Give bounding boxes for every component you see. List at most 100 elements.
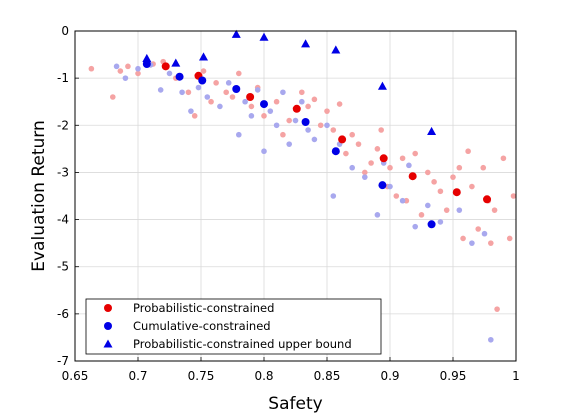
background-point	[378, 127, 384, 133]
background-point	[456, 207, 463, 213]
background-point	[418, 212, 425, 218]
background-point	[437, 219, 444, 225]
upper-bound-point	[231, 29, 241, 38]
y-tick-label: -2	[57, 118, 69, 132]
background-point	[475, 226, 482, 232]
plot-frame	[74, 30, 517, 362]
legend-label-upper-bound: Probabilistic-constrained upper bound	[133, 337, 352, 351]
upper-bound-point	[199, 52, 209, 61]
background-point	[469, 240, 475, 246]
x-tick-label: 0.95	[440, 369, 467, 383]
x-tick-label: 0.7	[128, 369, 147, 383]
legend-marker-upper-bound	[103, 339, 113, 348]
background-point	[236, 131, 242, 138]
legend-box	[85, 298, 382, 355]
background-point	[456, 164, 463, 171]
data-point	[232, 84, 241, 93]
background-point	[443, 207, 450, 213]
x-tick-label: 0.75	[188, 369, 215, 383]
background-point	[166, 70, 173, 77]
data-point	[427, 220, 436, 229]
background-point	[261, 113, 267, 119]
background-point	[280, 131, 286, 138]
background-point	[236, 70, 242, 77]
background-point	[217, 103, 223, 110]
background-point	[488, 240, 494, 246]
y-tick-label: 0	[61, 24, 69, 38]
background-point	[412, 223, 419, 230]
data-point	[483, 195, 492, 204]
upper-bound-point	[142, 53, 152, 62]
background-point	[465, 148, 471, 155]
y-axis-label: Evaluation Return	[29, 120, 49, 272]
background-point	[387, 164, 393, 171]
background-point	[280, 89, 286, 96]
data-point	[198, 76, 207, 85]
upper-bound-point	[377, 81, 387, 90]
y-tick-label: -7	[57, 354, 69, 368]
background-point	[286, 141, 293, 147]
legend-label-cumulative: Cumulative-constrained	[133, 319, 271, 333]
background-point	[299, 89, 305, 96]
upper-bound-point	[259, 32, 269, 41]
background-point	[185, 89, 192, 96]
background-point	[292, 117, 299, 124]
background-point	[355, 141, 362, 147]
x-tick-label: 0.85	[314, 369, 341, 383]
data-point	[292, 104, 301, 113]
background-point	[488, 336, 494, 343]
background-point	[248, 113, 255, 119]
background-point	[135, 70, 141, 77]
data-point	[142, 60, 151, 68]
background-point	[393, 193, 400, 199]
upper-bound-point	[301, 39, 311, 48]
legend: Probabilistic-constrained Cumulative-con…	[85, 298, 382, 355]
background-point	[117, 68, 124, 74]
data-point	[378, 181, 387, 190]
legend-marker-cumulative	[104, 322, 112, 330]
background-point	[510, 193, 517, 199]
background-point	[110, 94, 116, 100]
data-point	[338, 135, 347, 144]
background-point	[506, 235, 513, 242]
background-point	[299, 98, 305, 105]
background-point	[305, 103, 311, 110]
background-point	[343, 150, 349, 157]
background-point	[191, 113, 198, 119]
grid	[75, 31, 516, 361]
background-point	[208, 98, 214, 105]
background-point	[311, 96, 318, 103]
background-point	[412, 150, 419, 157]
background-point	[125, 63, 131, 70]
background-point	[399, 155, 406, 162]
data-point	[260, 100, 268, 109]
data-point	[301, 117, 310, 126]
y-tick-label: -5	[57, 260, 69, 274]
data-point	[246, 93, 255, 101]
background-point	[330, 127, 337, 133]
background-point	[362, 174, 368, 180]
background-point	[425, 202, 431, 209]
background-point	[425, 169, 431, 176]
background-point	[179, 89, 185, 96]
data-point	[379, 154, 388, 163]
data-point	[331, 147, 340, 156]
background-point	[469, 183, 475, 190]
y-tick-label: -4	[57, 213, 69, 227]
background-point	[261, 148, 267, 155]
background-point	[362, 169, 368, 176]
x-tick-label: 0.65	[62, 369, 89, 383]
background-point	[317, 122, 324, 129]
background-point	[204, 94, 211, 100]
x-axis-label: Safety	[268, 394, 322, 413]
axis-ticks: 0.65 0.7 0.75 0.8 0.85 0.9 0.95 1 -7 -6 -5 -4 -3 -2 -1…	[57, 24, 520, 383]
background-point	[195, 84, 202, 91]
background-point	[229, 94, 236, 100]
background-point	[406, 162, 412, 169]
background-point	[242, 98, 248, 105]
data-point	[161, 62, 170, 71]
background-point	[254, 87, 261, 93]
background-point	[135, 65, 141, 72]
background-point	[368, 160, 374, 166]
